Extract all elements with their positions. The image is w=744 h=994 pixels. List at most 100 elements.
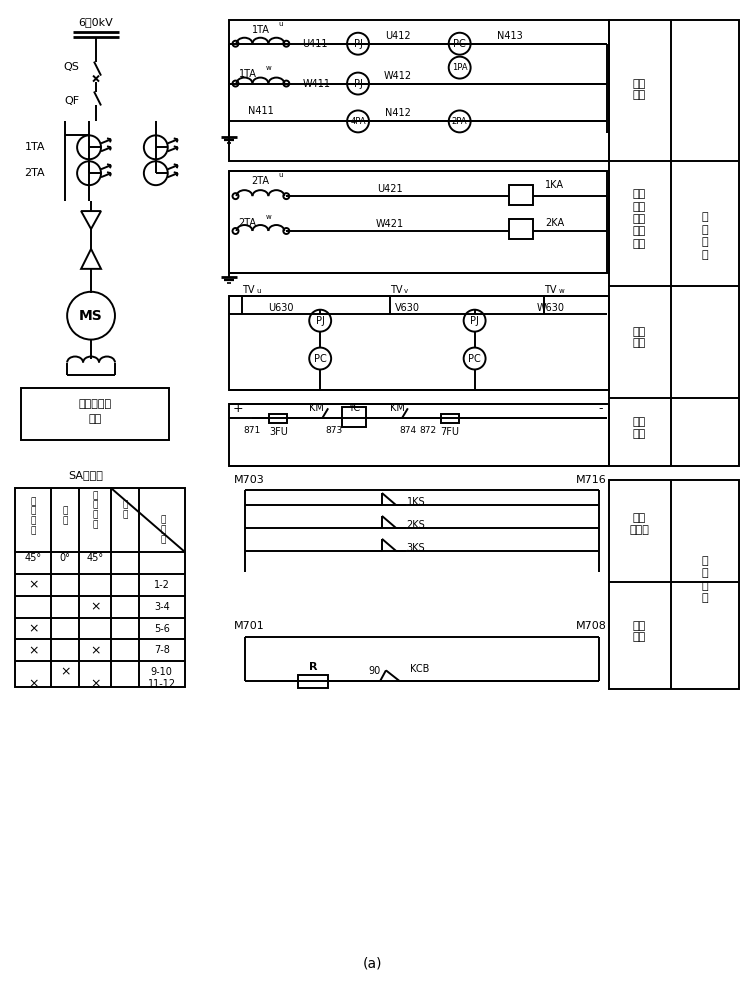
Text: 4PA: 4PA — [350, 117, 366, 126]
Text: 1KA: 1KA — [545, 180, 565, 190]
Text: 装置: 装置 — [89, 414, 102, 424]
Text: 信
号
回
路: 信 号 回 路 — [702, 556, 708, 603]
Text: PJ: PJ — [470, 316, 479, 326]
Text: 位
置: 位 置 — [122, 501, 128, 519]
Bar — [510, 185, 533, 205]
Text: u: u — [278, 21, 283, 27]
Text: 2TA: 2TA — [251, 176, 269, 186]
Text: 3FU: 3FU — [269, 427, 288, 437]
Text: PC: PC — [468, 354, 481, 364]
Text: ×: × — [90, 644, 100, 657]
Text: N413: N413 — [496, 31, 522, 41]
Bar — [609, 20, 739, 466]
Text: 1-2: 1-2 — [154, 580, 170, 589]
Text: W411: W411 — [302, 79, 330, 88]
Text: 3KS: 3KS — [406, 543, 425, 553]
Text: 0°: 0° — [60, 553, 71, 563]
Bar — [269, 414, 287, 422]
Text: 合闸
回路: 合闸 回路 — [632, 417, 646, 439]
Text: QF: QF — [64, 96, 79, 106]
Text: 45°: 45° — [25, 553, 42, 563]
Text: v: v — [404, 288, 408, 294]
Bar — [228, 20, 609, 161]
Text: W412: W412 — [384, 71, 412, 81]
Text: 1KS: 1KS — [406, 497, 425, 507]
Text: 试
验
合
闸: 试 验 合 闸 — [92, 491, 97, 529]
Text: PC: PC — [453, 39, 466, 49]
Bar — [22, 389, 169, 440]
Text: 2TA: 2TA — [25, 168, 45, 178]
Text: SA触点表: SA触点表 — [68, 470, 103, 480]
Text: ×: × — [28, 579, 39, 591]
Text: MS: MS — [79, 309, 103, 323]
Text: U412: U412 — [385, 31, 411, 41]
Text: 7FU: 7FU — [440, 427, 459, 437]
Text: TV: TV — [243, 284, 255, 295]
Text: QS: QS — [63, 62, 79, 72]
Text: w: w — [266, 65, 271, 71]
Bar — [510, 219, 533, 239]
Text: 测量
表计: 测量 表计 — [632, 79, 646, 100]
Text: 电压
回路: 电压 回路 — [632, 327, 646, 349]
Text: W421: W421 — [376, 219, 404, 229]
Text: 1TA: 1TA — [239, 69, 257, 79]
Text: ×: × — [60, 666, 71, 679]
Text: M708: M708 — [577, 620, 607, 630]
Text: 电流
速断
及过
电流
保护: 电流 速断 及过 电流 保护 — [632, 189, 646, 248]
Text: PJ: PJ — [353, 39, 362, 49]
Text: ×: × — [90, 600, 100, 613]
Text: 5-6: 5-6 — [154, 623, 170, 633]
Text: 2KS: 2KS — [406, 520, 426, 530]
Text: 45°: 45° — [86, 553, 103, 563]
Text: V630: V630 — [395, 303, 420, 313]
Text: 6ⷁ0kV: 6ⷁ0kV — [79, 17, 113, 27]
Text: 874: 874 — [400, 425, 417, 434]
Text: 1TA: 1TA — [25, 142, 45, 152]
Text: 11-12: 11-12 — [148, 679, 176, 689]
Text: w: w — [266, 214, 271, 220]
Text: 90: 90 — [369, 666, 381, 676]
Text: U411: U411 — [302, 39, 328, 49]
Text: 允
许
合
闸: 允 许 合 闸 — [31, 497, 36, 535]
Text: PJ: PJ — [353, 79, 362, 88]
Text: N412: N412 — [385, 108, 411, 118]
Bar — [228, 405, 609, 466]
Text: ×: × — [28, 644, 39, 657]
Text: ×: × — [28, 622, 39, 635]
Text: PJ: PJ — [315, 316, 324, 326]
Text: -: - — [599, 402, 603, 414]
Text: M716: M716 — [577, 475, 607, 485]
Bar — [228, 171, 609, 272]
Text: U630: U630 — [269, 303, 294, 313]
Text: +: + — [233, 402, 243, 414]
Text: 2TA: 2TA — [239, 218, 257, 228]
Text: 1PA: 1PA — [452, 63, 467, 73]
Text: TV: TV — [545, 284, 557, 295]
Text: u: u — [257, 288, 261, 294]
Text: KM: KM — [309, 404, 324, 414]
Text: 9-10: 9-10 — [151, 667, 173, 677]
Text: 3-4: 3-4 — [154, 601, 170, 611]
Bar — [298, 675, 328, 688]
Text: KM: KM — [391, 404, 405, 414]
Text: M701: M701 — [234, 620, 264, 630]
Text: w: w — [558, 288, 564, 294]
Text: YC: YC — [348, 404, 360, 414]
Text: M703: M703 — [234, 475, 264, 485]
Text: 872: 872 — [419, 425, 436, 434]
Bar — [228, 296, 609, 391]
Text: TV: TV — [390, 284, 403, 295]
Text: 1TA: 1TA — [251, 25, 269, 35]
Text: 跳
闸: 跳 闸 — [62, 507, 68, 525]
Text: 晶闸管励磁: 晶闸管励磁 — [78, 400, 112, 410]
Text: 2PA: 2PA — [452, 117, 467, 126]
Text: 事故
跳闸: 事故 跳闸 — [632, 620, 646, 642]
Text: R: R — [309, 662, 318, 672]
Bar — [342, 408, 366, 427]
Text: 电
流
回
路: 电 流 回 路 — [702, 213, 708, 259]
Text: N411: N411 — [248, 106, 273, 116]
Text: 触
点
号: 触 点 号 — [160, 516, 165, 544]
Text: u: u — [278, 172, 283, 178]
Text: KCB: KCB — [410, 664, 429, 674]
Text: ×: × — [28, 678, 39, 691]
